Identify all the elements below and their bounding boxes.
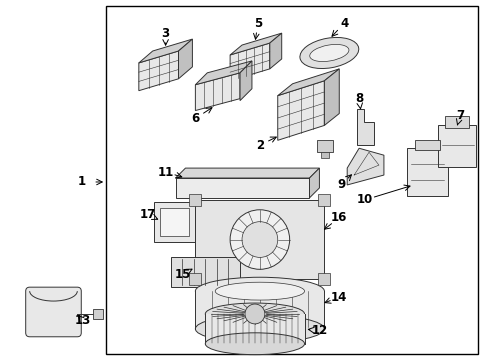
Text: 16: 16 bbox=[330, 211, 347, 224]
Circle shape bbox=[244, 304, 264, 324]
Ellipse shape bbox=[299, 37, 358, 68]
Text: 7: 7 bbox=[455, 109, 464, 122]
FancyBboxPatch shape bbox=[26, 287, 81, 337]
Polygon shape bbox=[324, 69, 339, 125]
Text: 3: 3 bbox=[161, 27, 169, 40]
Polygon shape bbox=[230, 43, 269, 81]
Text: 1: 1 bbox=[77, 175, 85, 189]
Polygon shape bbox=[240, 61, 251, 100]
Polygon shape bbox=[269, 33, 281, 69]
Bar bbox=[195, 291, 324, 329]
Ellipse shape bbox=[195, 277, 324, 305]
Polygon shape bbox=[175, 178, 309, 198]
Bar bbox=[318, 194, 330, 206]
Text: 5: 5 bbox=[253, 17, 262, 30]
Text: 14: 14 bbox=[330, 291, 347, 303]
Ellipse shape bbox=[195, 315, 324, 343]
Bar bbox=[170, 257, 240, 287]
Bar bbox=[438, 125, 475, 167]
Bar bbox=[195, 200, 324, 279]
Text: 12: 12 bbox=[311, 324, 327, 337]
Text: 2: 2 bbox=[255, 139, 264, 152]
Text: 13: 13 bbox=[75, 314, 91, 327]
Polygon shape bbox=[277, 81, 324, 140]
Bar bbox=[414, 140, 440, 150]
Text: 8: 8 bbox=[354, 92, 363, 105]
Bar bbox=[205, 314, 304, 344]
Bar bbox=[106, 6, 477, 354]
Bar bbox=[445, 117, 468, 129]
Text: 11: 11 bbox=[157, 166, 173, 179]
Polygon shape bbox=[195, 73, 240, 111]
Bar bbox=[93, 309, 103, 319]
Text: 9: 9 bbox=[336, 179, 345, 192]
Ellipse shape bbox=[205, 333, 304, 355]
Circle shape bbox=[242, 222, 277, 257]
Polygon shape bbox=[178, 39, 192, 79]
Text: 4: 4 bbox=[340, 17, 347, 30]
Text: 15: 15 bbox=[174, 268, 190, 281]
Polygon shape bbox=[230, 33, 281, 55]
Polygon shape bbox=[195, 61, 251, 85]
Ellipse shape bbox=[309, 44, 348, 62]
Polygon shape bbox=[277, 69, 339, 96]
Bar bbox=[153, 202, 195, 242]
Bar bbox=[318, 273, 330, 285]
Circle shape bbox=[230, 210, 289, 269]
Bar bbox=[321, 152, 328, 158]
Ellipse shape bbox=[215, 282, 304, 300]
Polygon shape bbox=[175, 168, 319, 178]
Bar bbox=[160, 208, 189, 235]
Bar bbox=[189, 273, 201, 285]
Bar bbox=[406, 148, 447, 196]
Polygon shape bbox=[309, 168, 319, 198]
Text: 10: 10 bbox=[356, 193, 372, 206]
Polygon shape bbox=[139, 51, 178, 91]
Bar bbox=[317, 140, 333, 152]
Text: 17: 17 bbox=[140, 208, 156, 221]
Polygon shape bbox=[139, 39, 192, 63]
Polygon shape bbox=[346, 148, 383, 185]
Bar bbox=[189, 194, 201, 206]
Ellipse shape bbox=[205, 303, 304, 325]
Polygon shape bbox=[356, 109, 373, 145]
Text: 6: 6 bbox=[191, 112, 199, 125]
